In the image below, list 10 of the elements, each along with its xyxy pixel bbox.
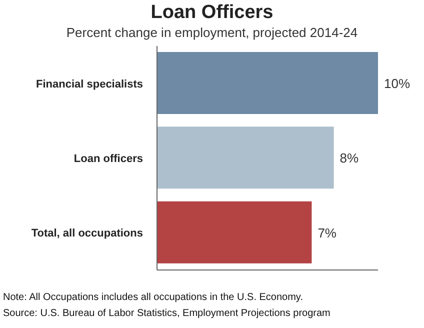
chart-subtitle: Percent change in employment, projected 2014-24 — [65, 25, 359, 40]
y-tick-label: Total, all occupations — [31, 228, 143, 240]
chart-title: Loan Officers — [150, 2, 274, 24]
y-tick-label: Loan officers — [74, 153, 143, 165]
source-note: Source: U.S. Bureau of Labor Statistics, Employment Projections program — [3, 308, 330, 319]
text: Note: All Occupations includes all occupations in the U.S. Economy. — [3, 292, 303, 303]
data-label: 7% — [318, 225, 337, 240]
data-label: 10% — [384, 76, 410, 91]
data-label: 8% — [340, 150, 360, 166]
y-tick-label: Financial specialists — [36, 78, 143, 90]
